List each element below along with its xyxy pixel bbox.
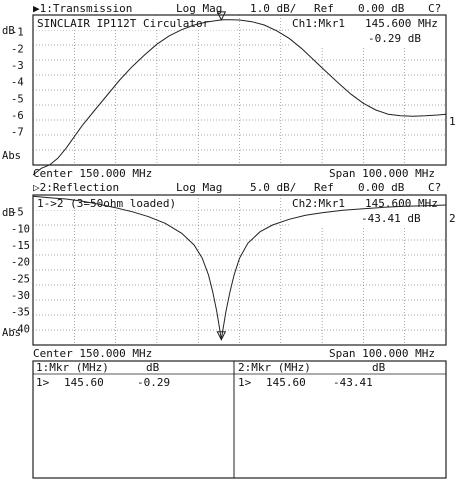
ch1-title: ▶1:Transmission: [33, 2, 132, 15]
ch2-marker-symbol: [216, 331, 227, 341]
ch2-annotation-box: [34, 196, 196, 210]
y-tick-label: -30: [11, 290, 30, 302]
ch2-span: Span 100.000 MHz: [329, 347, 435, 360]
ch2-center-frequency: Center 150.000 MHz: [33, 347, 152, 360]
marker-table-left-index: 1>: [36, 376, 50, 389]
y-tick-label: -5: [11, 207, 24, 219]
ch2-trace: [32, 195, 447, 340]
y-tick-label: -10: [11, 223, 30, 235]
ch1-marker-value: -0.29 dB: [368, 32, 421, 45]
marker-table-right-index: 1>: [238, 376, 252, 389]
ch1-annotation-box: [34, 16, 235, 30]
ch1-marker-readout-box: [290, 16, 445, 46]
ch1-ref-value: 0.00 dB: [358, 2, 405, 15]
ch2-marker-header: Ch2:Mkr1: [292, 197, 345, 210]
ch2-abs-label: Abs: [2, 327, 21, 339]
ch2-unit-label: dB: [2, 207, 15, 219]
ch1-ref-label: Ref: [314, 2, 334, 15]
marker-table-right: 2:Mkr (MHz) dB 1> 145.60 -43.41: [238, 361, 386, 389]
ch2-scale: 5.0 dB/: [250, 181, 296, 194]
ch1-marker-frequency: 145.600 MHz: [365, 17, 438, 30]
marker-table-left-frequency: 145.60: [64, 376, 104, 389]
y-tick-label: -25: [11, 273, 30, 285]
marker-table-frame: [32, 360, 447, 479]
marker-table-left: 1:Mkr (MHz) dB 1> 145.60 -0.29: [36, 361, 170, 389]
ch2-marker-readout-box: [290, 196, 445, 226]
ch2-marker-value: -43.41 dB: [361, 212, 421, 225]
y-tick-label: -6: [11, 110, 24, 122]
marker-table-right-frequency: 145.60: [266, 376, 306, 389]
y-tick-label: -4: [11, 77, 24, 89]
y-tick-label: -7: [11, 127, 24, 139]
y-tick-label: -20: [11, 257, 30, 269]
y-tick-label: -5: [11, 93, 24, 105]
ch2-y-tick-labels: -5 -10 -15 -20 -25 -30 -35 -40: [11, 207, 30, 336]
y-tick-label: -1: [11, 27, 24, 39]
marker-table-left-value: -0.29: [137, 376, 170, 389]
ch1-y-tick-labels: -1 -2 -3 -4 -5 -6 -7: [11, 27, 24, 139]
marker-table-left-header: 1:Mkr (MHz): [36, 361, 109, 374]
y-tick-label: -15: [11, 240, 30, 252]
ch1-marker-header: Ch1:Mkr1: [292, 17, 345, 30]
marker-table: 1:Mkr (MHz) dB 1> 145.60 -0.29 2:Mkr (MH…: [32, 360, 447, 479]
marker-table-right-header: 2:Mkr (MHz): [238, 361, 311, 374]
y-tick-label: -2: [11, 43, 24, 55]
y-tick-label: -3: [11, 60, 24, 72]
ch1-unit-label: dB: [2, 25, 15, 37]
y-tick-label: -35: [11, 307, 30, 319]
ch2-ref-label: Ref: [314, 181, 334, 194]
ch2-marker-frequency: 145.600 MHz: [365, 197, 438, 210]
ch1-trace-end-label: 1: [449, 115, 456, 128]
ch2-ref-value: 0.00 dB: [358, 181, 405, 194]
ch2-trace-end-label: 2: [449, 212, 456, 225]
marker-triangle-icon: [216, 331, 227, 341]
ch1-trace: [32, 19, 447, 176]
ch1-abs-label: Abs: [2, 150, 21, 162]
ch1-scale: 1.0 dB/: [250, 2, 296, 15]
ch1-status: C?: [428, 2, 441, 15]
ch1-marker-symbol: [216, 11, 227, 21]
ch2-format: Log Mag: [176, 181, 222, 194]
marker-table-right-value: -43.41: [333, 376, 373, 389]
marker-table-right-unit: dB: [372, 361, 386, 374]
ch1-format: Log Mag: [176, 2, 222, 15]
marker-triangle-icon: [216, 11, 227, 21]
ch1-span: Span 100.000 MHz: [329, 167, 435, 180]
y-tick-label: -40: [11, 323, 30, 335]
ch1-annotation: SINCLAIR IP112T Circulator: [37, 17, 210, 30]
ch2-status: C?: [428, 181, 441, 194]
ch2-annotation: 1->2 (3=50ohm loaded): [37, 197, 176, 210]
ch1-center-frequency: Center 150.000 MHz: [33, 167, 152, 180]
marker-table-left-unit: dB: [146, 361, 160, 374]
ch2-title: ▷2:Reflection: [33, 181, 119, 194]
